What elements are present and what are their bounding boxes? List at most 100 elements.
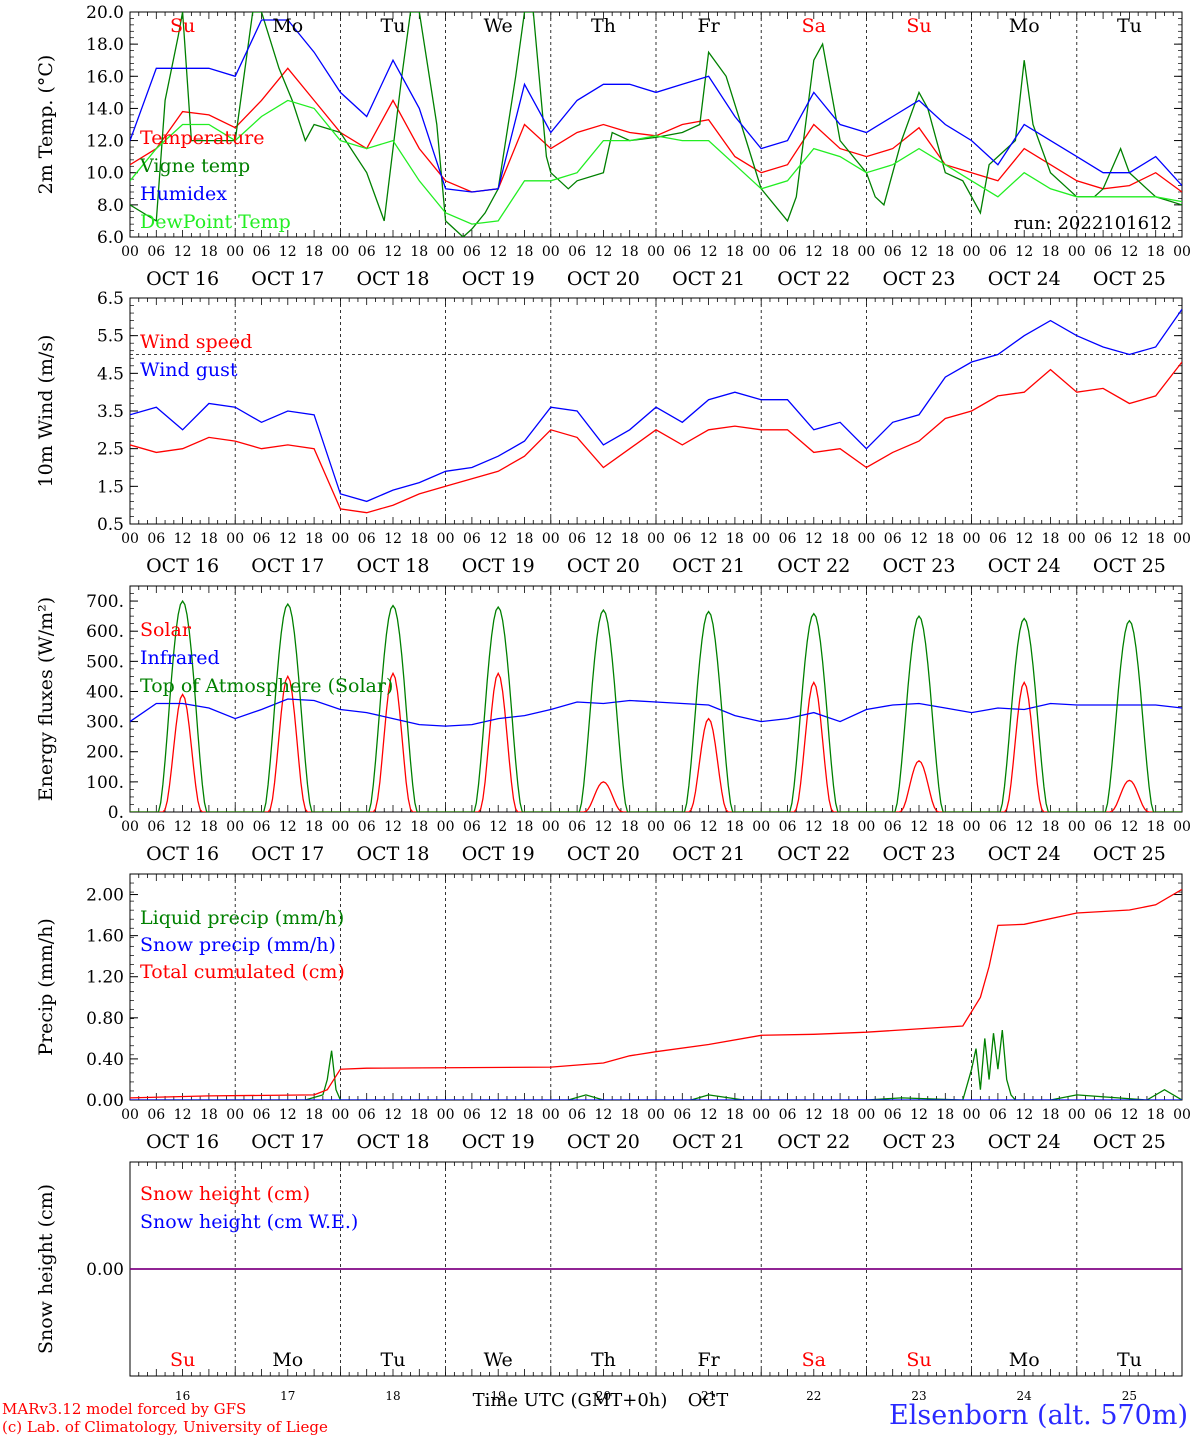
y-tick-label: 1.5 [97,477,124,497]
series-group [130,888,1182,1100]
hour-tick-label: 00 [1173,244,1191,260]
hour-tick-label: 06 [253,244,271,260]
hour-tick-label: 18 [516,531,534,547]
hour-tick-label: 00 [121,819,139,835]
date-label: OCT 25 [1093,843,1166,865]
hour-tick-label: 06 [568,531,586,547]
date-label: OCT 18 [356,268,429,290]
hour-tick-label: 06 [568,244,586,260]
hour-tick-label: 18 [1147,531,1165,547]
hour-tick-label: 06 [989,244,1007,260]
y-tick-label: 0. [108,803,124,823]
series-solar [130,671,1182,812]
date-label: OCT 24 [988,1131,1061,1153]
y-tick-label: 16.0 [86,67,124,87]
hour-tick-label: 18 [621,244,639,260]
date-label: OCT 17 [251,555,324,577]
hour-tick-label: 18 [831,819,849,835]
day-of-week-label: Sa [802,15,826,37]
hour-tick-label: 12 [700,531,718,547]
hour-tick-label: 12 [1120,531,1138,547]
hour-tick-label: 00 [857,819,875,835]
y-tick-label: 700. [86,592,124,612]
y-tick-label: 10.0 [86,164,124,184]
hour-tick-label: 18 [200,531,218,547]
date-label: OCT 22 [777,843,850,865]
hour-tick-label: 06 [989,1107,1007,1123]
y-tick-label: 4.5 [97,364,124,384]
hour-tick-label: 00 [437,244,455,260]
y-tick-label: 6.0 [97,228,124,248]
hour-tick-label: 00 [857,244,875,260]
hour-tick-label: 18 [1042,1107,1060,1123]
hour-tick-label: 18 [516,819,534,835]
day-of-week-label: Tu [1117,1349,1142,1371]
day-of-week-label: Mo [1009,1349,1040,1371]
date-label: OCT 24 [988,843,1061,865]
hour-tick-label: 00 [647,244,665,260]
panel-4: 0.00 0.40 0.80 1.20 1.60 2.00 Precip (mm/h) Liq… [35,873,1191,1153]
hour-tick-label: 00 [752,531,770,547]
hour-tick-label: 18 [305,1107,323,1123]
hour-tick-label: 12 [1015,244,1033,260]
hour-tick-label: 12 [174,1107,192,1123]
hour-tick-label: 00 [647,819,665,835]
hour-tick-label: 18 [305,244,323,260]
hour-tick-label: 12 [805,819,823,835]
hour-tick-label: 18 [516,1107,534,1123]
date-label: OCT 17 [251,268,324,290]
series-group [130,599,1182,812]
day-of-week-label: Su [170,15,195,37]
hour-tick-label: 06 [673,819,691,835]
hour-tick-label: 00 [331,1107,349,1123]
hour-tick-label: 12 [594,244,612,260]
hour-tick-label: 18 [726,1107,744,1123]
hour-tick-label: 00 [121,244,139,260]
date-label: OCT 19 [462,843,535,865]
y-tick-label: 8.0 [97,196,124,216]
date-label: OCT 23 [882,1131,955,1153]
hour-tick-label: 06 [463,531,481,547]
hour-tick-label: 12 [384,1107,402,1123]
y-tick-label: 300. [86,713,124,733]
y-tick-label: 600. [86,622,124,642]
hour-tick-label: 18 [200,244,218,260]
hour-tick-label: 12 [174,531,192,547]
hour-tick-label: 06 [673,531,691,547]
hour-tick-label: 00 [121,1107,139,1123]
hour-tick-label: 00 [121,531,139,547]
model-credit: MARv3.12 model forced by GFS (c) Lab. of… [2,1400,328,1436]
hour-tick-label: 12 [489,819,507,835]
model-credit-line2: (c) Lab. of Climatology, University of L… [2,1418,328,1436]
hour-tick-label: 06 [358,244,376,260]
hour-tick-label: 06 [463,244,481,260]
series-dewpoint-temp [130,99,1182,225]
day-number-label: 19 [491,1389,506,1403]
month-label: OCT [688,1390,729,1410]
day-of-week-label: Fr [697,1349,720,1371]
hour-tick-label: 12 [700,1107,718,1123]
hour-tick-label: 00 [331,819,349,835]
y-axis-label: 10m Wind (m/s) [35,335,57,488]
hour-tick-label: 18 [621,819,639,835]
hour-tick-label: 00 [1068,531,1086,547]
hour-tick-label: 06 [253,1107,271,1123]
hour-tick-label: 06 [884,244,902,260]
day-of-week-label: Tu [381,1349,406,1371]
hour-tick-label: 06 [989,531,1007,547]
date-label: OCT 16 [146,843,219,865]
y-tick-label: 500. [86,652,124,672]
series-humidex [130,19,1182,193]
date-label: OCT 25 [1093,268,1166,290]
day-of-week-label: Su [906,1349,931,1371]
hour-tick-label: 06 [358,1107,376,1123]
hour-tick-label: 00 [752,1107,770,1123]
hour-tick-label: 12 [489,531,507,547]
date-label: OCT 20 [567,843,640,865]
y-tick-label: 100. [86,773,124,793]
y-tick-label: 400. [86,682,124,702]
hour-tick-label: 06 [989,819,1007,835]
hour-tick-label: 00 [963,531,981,547]
hour-tick-label: 12 [489,1107,507,1123]
hour-tick-label: 18 [936,819,954,835]
